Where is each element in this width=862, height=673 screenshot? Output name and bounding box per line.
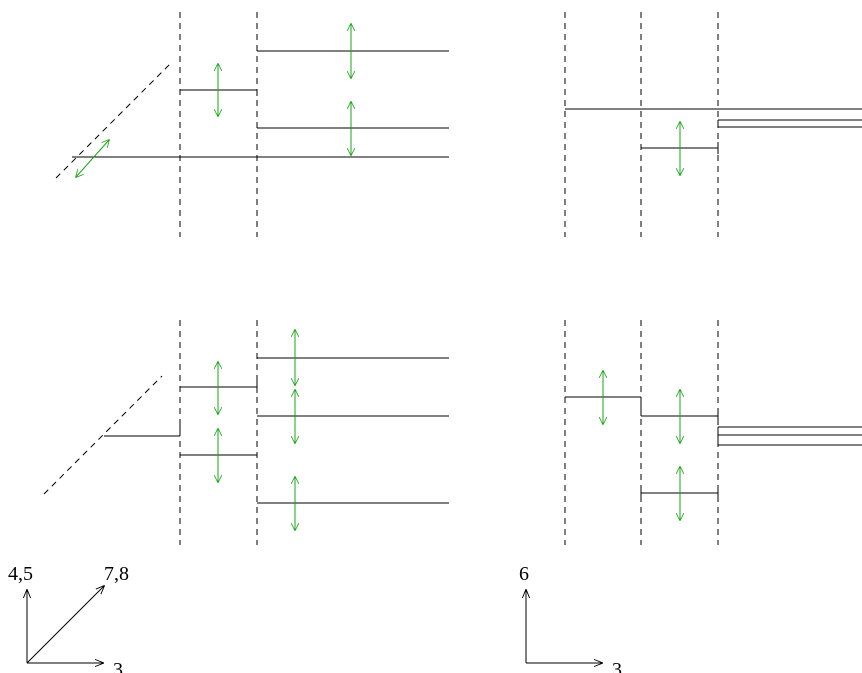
horizontal-axis-label: 3: [113, 659, 123, 673]
vertical-axis-label: 4,5: [8, 563, 33, 585]
panel-top-left: [55, 12, 449, 237]
panel-bottom-right: [564, 320, 862, 545]
horizontal-axis-label: 3: [612, 659, 622, 673]
diagonal-dashed-line: [55, 61, 173, 179]
diagonal-double-arrow: [76, 140, 109, 177]
panel-bottom-left: [43, 320, 449, 545]
axes-right: 6 3: [519, 563, 622, 673]
diagonal-axis-label: 7,8: [104, 563, 129, 585]
diagonal-axis-arrow: [26, 586, 104, 664]
panel-top-right: [564, 12, 862, 237]
axes-left: 4,5 7,8 3: [8, 563, 129, 673]
vertical-axis-label: 6: [519, 563, 529, 585]
diagonal-dashed-line: [43, 375, 163, 495]
